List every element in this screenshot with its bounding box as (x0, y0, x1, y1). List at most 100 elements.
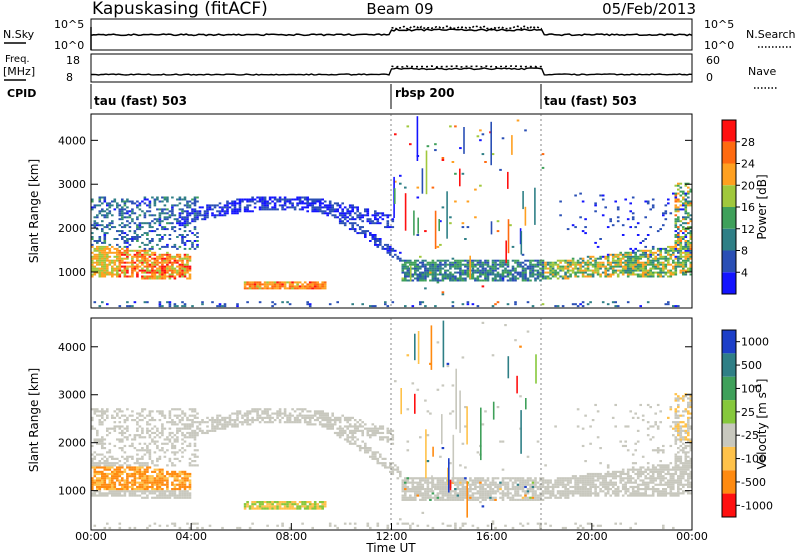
power-cell (266, 202, 269, 204)
power-cell (179, 270, 182, 272)
velocity-cell (512, 495, 515, 497)
power-cell (424, 272, 427, 274)
velocity-cell (169, 432, 172, 434)
power-cell (186, 270, 189, 272)
velocity-cell (166, 473, 169, 475)
velocity-cell (156, 458, 159, 460)
power-cell (201, 206, 204, 208)
velocity-cell (279, 419, 282, 421)
power-cell (364, 234, 367, 236)
velocity-cell (176, 432, 179, 434)
velocity-cell (439, 477, 442, 479)
power-cell (284, 287, 287, 289)
velocity-cell (349, 523, 352, 525)
velocity-cell (402, 499, 405, 501)
velocity-cell (171, 484, 174, 486)
power-cell (665, 218, 668, 220)
velocity-cell (99, 462, 102, 464)
power-cell (439, 268, 442, 270)
power-cell (171, 208, 174, 210)
velocity-cell (286, 505, 289, 507)
power-cell (677, 236, 680, 238)
power-cell (119, 305, 122, 307)
velocity-cell (429, 413, 432, 415)
power-cell (119, 224, 122, 226)
velocity-cell (437, 477, 440, 479)
velocity-cell (432, 497, 435, 499)
velocity-cell (146, 451, 149, 453)
velocity-cell (512, 527, 515, 529)
power-cell (577, 264, 580, 266)
velocity-cell (524, 495, 527, 497)
power-cell (377, 240, 380, 242)
power-cell (246, 281, 249, 283)
power-cell (99, 248, 102, 250)
velocity-cell (184, 492, 187, 494)
power-cell (236, 305, 239, 307)
power-cell (637, 260, 640, 262)
power-cell (527, 278, 530, 280)
velocity-cell (241, 415, 244, 417)
velocity-cell (179, 486, 182, 488)
power-cell (682, 260, 685, 262)
velocity-cell (266, 508, 269, 510)
power-cell (284, 199, 287, 201)
velocity-cell (176, 484, 179, 486)
velocity-cell (124, 495, 127, 497)
velocity-cell (194, 432, 197, 434)
power-cell (685, 230, 688, 232)
power-cell (169, 268, 172, 270)
power-cell (109, 222, 112, 224)
power-cell (99, 224, 102, 226)
velocity-cell (529, 490, 532, 492)
power-cell (392, 218, 395, 220)
power-cell (447, 260, 450, 262)
power-cell (432, 266, 435, 268)
power-cell (159, 254, 162, 256)
power-cell (619, 262, 622, 264)
velocity-cell (141, 428, 144, 430)
power-cell (109, 262, 112, 264)
velocity-cell (492, 492, 495, 494)
velocity-cell (189, 434, 192, 436)
power-cell (682, 232, 685, 234)
power-cell (675, 272, 678, 274)
velocity-cell (119, 421, 122, 423)
velocity-cell (151, 477, 154, 479)
velocity-cell (126, 428, 129, 430)
velocity-cell (139, 488, 142, 490)
power-cell (422, 260, 425, 262)
power-cell (186, 224, 189, 226)
power-cell (106, 274, 109, 276)
velocity-cell (134, 438, 137, 440)
power-cell (104, 264, 107, 266)
power-cell (179, 254, 182, 256)
power-cell (634, 226, 637, 228)
power-cell (582, 258, 585, 260)
power-cell (369, 220, 372, 222)
power-cell (422, 266, 425, 268)
power-cell (552, 264, 555, 266)
power-cell (492, 272, 495, 274)
velocity-cell (449, 497, 452, 499)
power-cell (657, 250, 660, 252)
velocity-cell (159, 495, 162, 497)
velocity-cell (144, 449, 147, 451)
power-cell (652, 266, 655, 268)
velocity-cell (504, 525, 507, 527)
power-cell (567, 270, 570, 272)
power-cell (169, 303, 172, 305)
power-cell (126, 238, 129, 240)
power-cell (354, 230, 357, 232)
velocity-cell (184, 477, 187, 479)
velocity-cell (174, 441, 177, 443)
power-cell (504, 270, 507, 272)
velocity-cell (497, 490, 500, 492)
power-cell (529, 276, 532, 278)
power-cell (449, 280, 452, 282)
velocity-cell (434, 497, 437, 499)
velocity-cell (507, 486, 510, 488)
power-cell (667, 252, 670, 254)
velocity-cell (109, 492, 112, 494)
velocity-cell (469, 499, 472, 501)
